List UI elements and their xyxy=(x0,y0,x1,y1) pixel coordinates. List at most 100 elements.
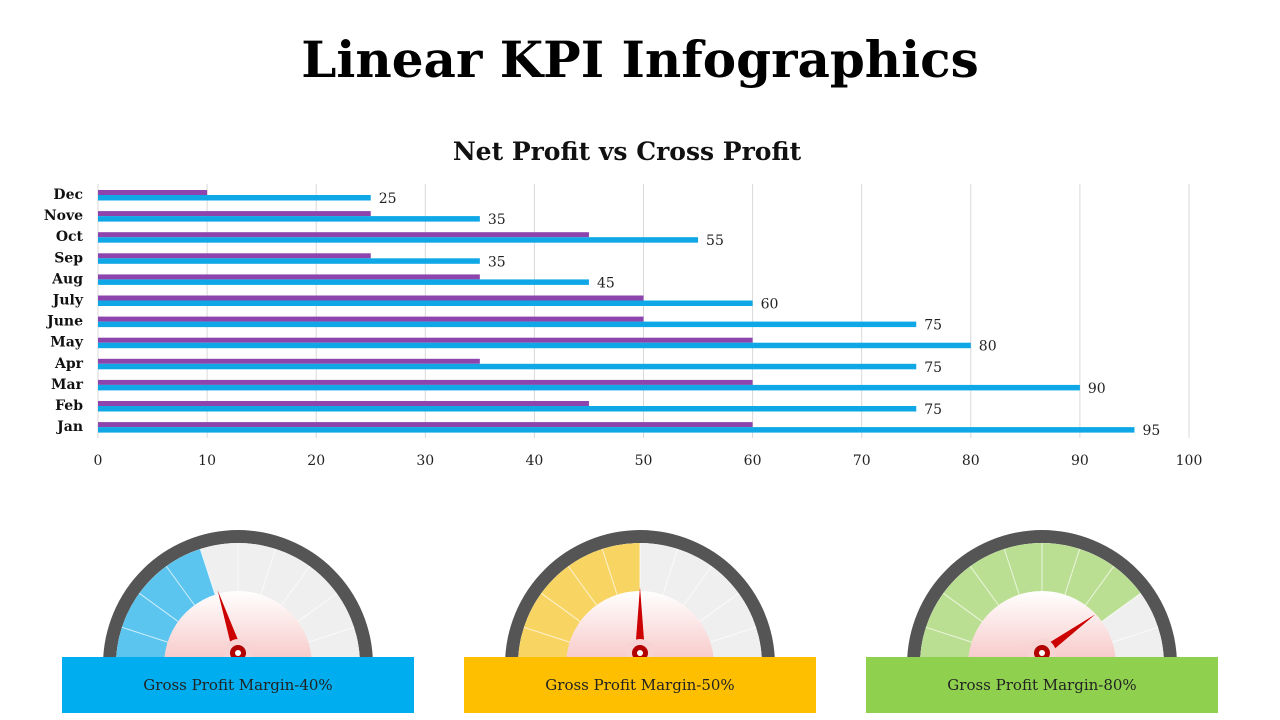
bar-cross-profit xyxy=(98,406,917,412)
gauge-hub xyxy=(164,591,312,665)
x-tick-label: 10 xyxy=(198,453,216,469)
bar-net-profit xyxy=(98,401,589,406)
bar-cross-profit xyxy=(98,384,1080,391)
gauge-segment-divider xyxy=(523,626,572,644)
gauge-segment-divider xyxy=(943,592,985,624)
bar-cross-profit xyxy=(98,427,1135,433)
gauge-segment-divider xyxy=(541,592,583,624)
gauge-hub xyxy=(968,591,1116,665)
bar-net-profit xyxy=(98,190,208,195)
gauge-label-box: Gross Profit Margin-80% xyxy=(866,657,1218,713)
bar-cross-profit xyxy=(98,300,753,306)
data-label: 55 xyxy=(706,233,724,249)
gauge-segment-divider xyxy=(567,566,599,608)
gauge-pivot-dot xyxy=(637,650,643,656)
x-tick-label: 90 xyxy=(1071,453,1089,469)
data-label: 25 xyxy=(379,191,397,207)
x-tick-label: 20 xyxy=(307,453,325,469)
gauge-segment-divider xyxy=(661,548,679,597)
bar-cross-profit xyxy=(98,195,371,201)
chart-title: Net Profit vs Cross Profit xyxy=(453,137,802,166)
bar-net-profit xyxy=(98,295,644,301)
gauge-segment-divider xyxy=(1003,548,1021,597)
gauge-gross-profit-80: Gross Profit Margin-80% xyxy=(866,515,1218,715)
page-title: Linear KPI Infographics xyxy=(301,30,979,89)
gauge-segment-divider xyxy=(969,566,1001,608)
data-label: 35 xyxy=(488,212,506,228)
bar-cross-profit xyxy=(98,342,971,349)
gauge-segment-divider xyxy=(139,592,181,624)
category-label: Jan xyxy=(55,419,83,435)
gauge-gross-profit-40: Gross Profit Margin-40% xyxy=(62,515,414,715)
gauge-pivot-dot xyxy=(1039,650,1045,656)
data-label: 90 xyxy=(1088,381,1106,397)
category-label: June xyxy=(45,314,83,330)
category-label: Dec xyxy=(53,187,83,203)
gauge-pivot-dot xyxy=(235,650,241,656)
category-label: Oct xyxy=(56,229,84,245)
gauge-segment-divider xyxy=(681,566,713,608)
category-label: Nove xyxy=(44,208,83,224)
category-label: Feb xyxy=(55,398,83,414)
gauge-dial xyxy=(505,530,775,665)
x-tick-label: 50 xyxy=(635,453,653,469)
x-tick-label: 70 xyxy=(853,453,871,469)
bar-net-profit xyxy=(98,422,753,428)
gauge-label: Gross Profit Margin-80% xyxy=(947,676,1137,694)
gauge-segment-divider xyxy=(295,592,337,624)
gauge-segment-divider xyxy=(121,626,170,644)
bar-cross-profit xyxy=(98,363,917,370)
gauge-segment-divider xyxy=(1063,548,1081,597)
gauge-needle xyxy=(635,587,645,653)
gauge-segment-divider xyxy=(708,626,757,644)
bar-net-profit xyxy=(98,337,753,343)
x-tick-label: 0 xyxy=(94,453,103,469)
gauge-needle xyxy=(217,590,243,655)
x-tick-label: 40 xyxy=(525,453,543,469)
category-label: Aug xyxy=(51,271,83,287)
gauge-segment-divider xyxy=(165,566,197,608)
data-label: 75 xyxy=(924,402,942,418)
data-label: 45 xyxy=(597,275,615,291)
gauge-segment-divider xyxy=(259,548,277,597)
bar-net-profit xyxy=(98,316,644,322)
x-tick-label: 80 xyxy=(962,453,980,469)
category-label: May xyxy=(50,335,84,351)
gauge-segment-divider xyxy=(199,548,217,597)
category-label: July xyxy=(51,293,84,309)
gauge-segment-divider xyxy=(697,592,739,624)
data-label: 60 xyxy=(761,297,779,313)
gauge-segment-divider xyxy=(306,626,355,644)
gauge-segment-divider xyxy=(925,626,974,644)
data-label: 35 xyxy=(488,254,506,270)
gauge-label: Gross Profit Margin-50% xyxy=(545,676,735,694)
data-label: 95 xyxy=(1142,423,1160,439)
gauge-segment-divider xyxy=(279,566,311,608)
bar-net-profit xyxy=(98,232,589,238)
gauge-segment-divider xyxy=(1099,592,1141,624)
data-label: 75 xyxy=(924,360,942,376)
x-tick-label: 30 xyxy=(416,453,434,469)
bar-chart: Net Profit vs Cross Profit 0 10 20 30 40 50 60… xyxy=(44,137,1203,469)
gauge-dial xyxy=(103,530,373,665)
bar-net-profit xyxy=(98,253,371,259)
category-label: Mar xyxy=(51,377,84,393)
bar-net-profit xyxy=(98,358,480,364)
x-tick-label: 100 xyxy=(1176,453,1203,469)
bar-net-profit xyxy=(98,211,371,217)
gauge-segment-divider xyxy=(1110,626,1159,644)
data-label: 75 xyxy=(924,318,942,334)
gauge-label-box: Gross Profit Margin-50% xyxy=(464,657,816,713)
gauge-segment-divider xyxy=(1083,566,1115,608)
category-label: Apr xyxy=(54,356,84,372)
bar-cross-profit xyxy=(98,216,480,222)
gauge-segment-divider xyxy=(601,548,619,597)
data-label: 80 xyxy=(979,339,997,355)
bar-cross-profit xyxy=(98,258,480,264)
bar-cross-profit xyxy=(98,321,917,328)
gauge-gross-profit-50: Gross Profit Margin-50% xyxy=(464,515,816,715)
gauge-label-box: Gross Profit Margin-40% xyxy=(62,657,414,713)
bar-net-profit xyxy=(98,379,753,385)
x-tick-label: 60 xyxy=(744,453,762,469)
gauge-dial xyxy=(907,530,1177,665)
